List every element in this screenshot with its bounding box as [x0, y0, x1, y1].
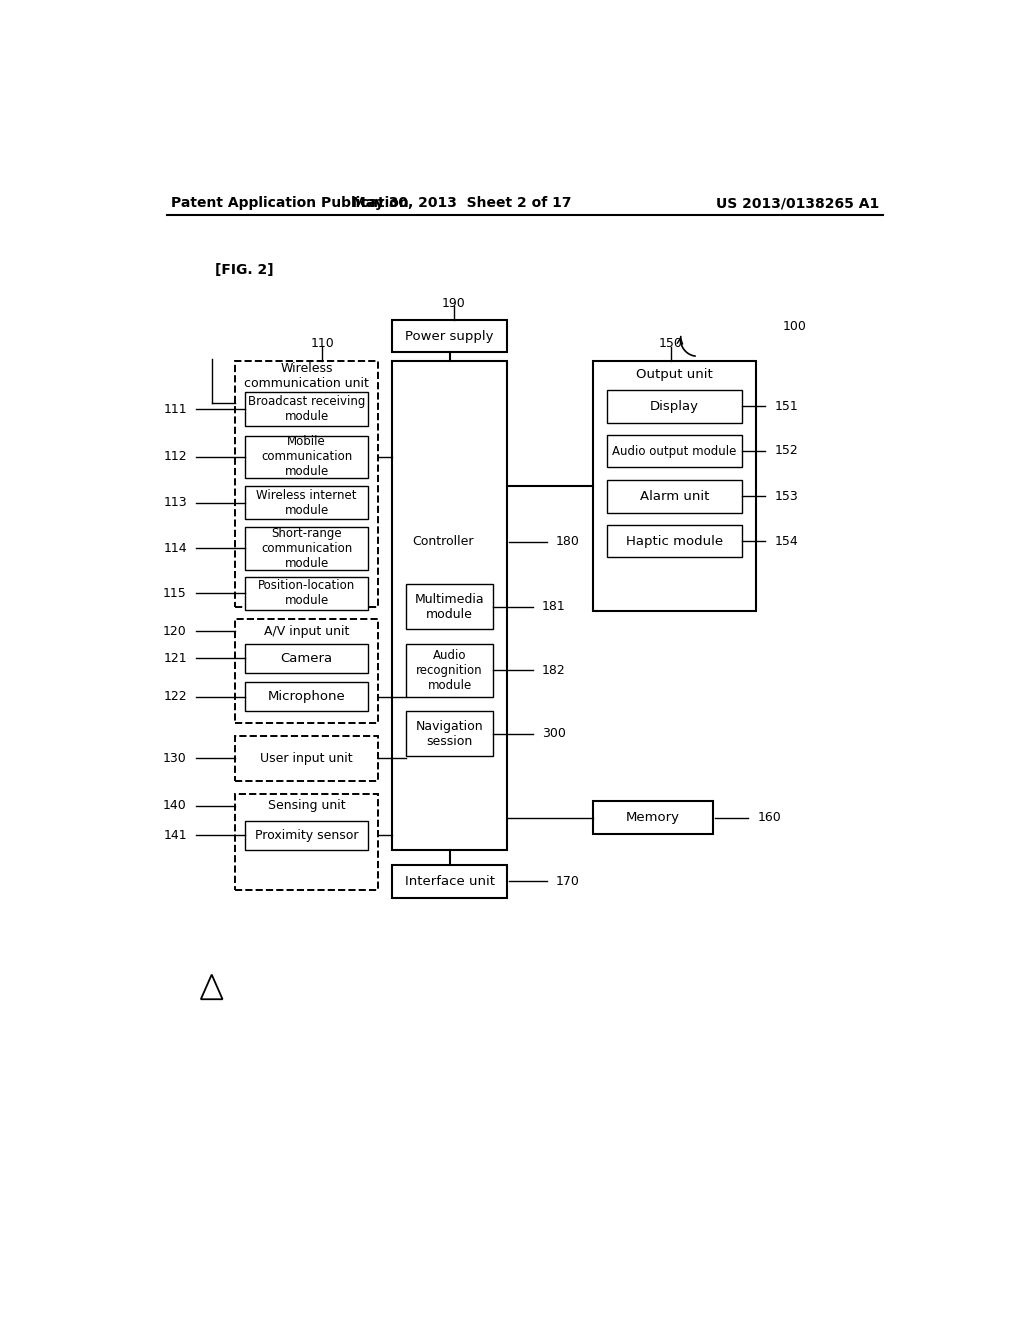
Text: 182: 182 — [542, 664, 565, 677]
Bar — [245, 682, 369, 711]
Text: 152: 152 — [774, 445, 798, 458]
Bar — [407, 644, 493, 697]
Text: Audio output module: Audio output module — [612, 445, 736, 458]
Text: Memory: Memory — [626, 810, 680, 824]
Bar — [234, 619, 378, 723]
Bar — [607, 391, 741, 422]
Text: 121: 121 — [163, 652, 187, 665]
Bar — [607, 480, 741, 512]
Bar — [407, 711, 493, 756]
Text: Controller: Controller — [413, 536, 474, 548]
Text: 120: 120 — [163, 624, 187, 638]
Text: Wireless
communication unit: Wireless communication unit — [244, 362, 369, 391]
Bar — [245, 821, 369, 850]
Text: 300: 300 — [542, 727, 565, 741]
Bar — [234, 737, 378, 780]
Bar — [593, 360, 756, 611]
Text: 140: 140 — [163, 800, 187, 813]
Text: Mobile
communication
module: Mobile communication module — [261, 436, 352, 478]
Text: Broadcast receiving
module: Broadcast receiving module — [248, 395, 366, 422]
Text: Camera: Camera — [281, 652, 333, 665]
Bar — [245, 436, 369, 478]
Text: 181: 181 — [542, 601, 565, 612]
Text: Microphone: Microphone — [267, 690, 345, 704]
Text: 190: 190 — [441, 297, 465, 310]
Text: 111: 111 — [163, 403, 187, 416]
Bar — [234, 360, 378, 607]
Bar — [245, 527, 369, 570]
Bar — [234, 793, 378, 890]
Bar — [245, 392, 369, 426]
Text: Wireless internet
module: Wireless internet module — [256, 488, 357, 516]
Text: Haptic module: Haptic module — [626, 535, 723, 548]
Text: Display: Display — [650, 400, 698, 413]
Text: 150: 150 — [658, 338, 682, 351]
Text: User input unit: User input unit — [260, 751, 353, 764]
Bar — [245, 486, 369, 519]
Bar — [607, 525, 741, 557]
Text: 154: 154 — [774, 535, 798, 548]
Text: May 30, 2013  Sheet 2 of 17: May 30, 2013 Sheet 2 of 17 — [351, 197, 571, 210]
Text: Audio
recognition
module: Audio recognition module — [417, 649, 483, 692]
Text: 130: 130 — [163, 751, 187, 764]
Text: Navigation
session: Navigation session — [416, 719, 483, 747]
Bar — [392, 321, 507, 352]
Text: 115: 115 — [163, 587, 187, 601]
Text: 110: 110 — [310, 338, 334, 351]
Bar — [607, 434, 741, 467]
Text: 160: 160 — [758, 810, 782, 824]
Text: Proximity sensor: Proximity sensor — [255, 829, 358, 842]
Text: 113: 113 — [163, 496, 187, 510]
Text: Interface unit: Interface unit — [404, 875, 495, 888]
Text: [FIG. 2]: [FIG. 2] — [215, 263, 273, 277]
Text: Power supply: Power supply — [406, 330, 494, 343]
Text: Patent Application Publication: Patent Application Publication — [171, 197, 409, 210]
Bar — [593, 801, 713, 834]
Text: Alarm unit: Alarm unit — [640, 490, 709, 503]
Bar — [407, 585, 493, 628]
Text: Multimedia
module: Multimedia module — [415, 593, 484, 620]
Text: 114: 114 — [163, 543, 187, 554]
Text: 122: 122 — [163, 690, 187, 704]
Bar — [392, 360, 507, 850]
Bar — [245, 644, 369, 673]
Text: Output unit: Output unit — [636, 368, 713, 381]
Text: 180: 180 — [556, 536, 580, 548]
Text: Position-location
module: Position-location module — [258, 579, 355, 607]
Text: 112: 112 — [163, 450, 187, 463]
Text: US 2013/0138265 A1: US 2013/0138265 A1 — [717, 197, 880, 210]
Text: A/V input unit: A/V input unit — [264, 624, 349, 638]
Bar — [245, 577, 369, 610]
Bar — [392, 866, 507, 898]
Text: 100: 100 — [783, 319, 807, 333]
Text: 170: 170 — [556, 875, 580, 888]
Text: 153: 153 — [774, 490, 798, 503]
Text: 151: 151 — [774, 400, 798, 413]
Text: 141: 141 — [163, 829, 187, 842]
Text: Short-range
communication
module: Short-range communication module — [261, 527, 352, 570]
Text: Sensing unit: Sensing unit — [268, 800, 345, 813]
